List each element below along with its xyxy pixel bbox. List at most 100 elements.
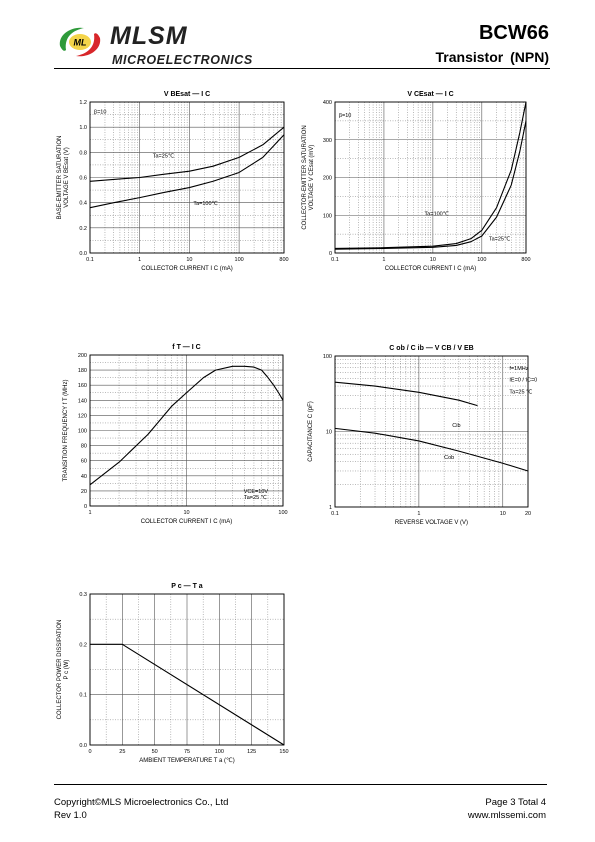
- plot-frame: [334, 101, 527, 254]
- y-tick-label: 0.1: [79, 693, 87, 699]
- chart-annotation: Ta=25℃: [153, 152, 174, 159]
- y-tick-label: 0.8: [79, 150, 87, 156]
- chart-annotation: β=10: [94, 109, 107, 115]
- y-axis-label: CAPACITANCE C (pF): [308, 401, 314, 461]
- series-line-1: [334, 120, 527, 250]
- y-axis-label: VOLTAGE V BEsat (V): [64, 147, 70, 207]
- chart-title: V CEsat — I C: [407, 91, 453, 98]
- footer-page-number: Page 3 Total 4: [485, 797, 546, 808]
- logo-text: ML: [74, 38, 87, 48]
- x-axis-label: AMBIENT TEMPERATURE T a (℃): [139, 757, 235, 764]
- y-tick-label: 0.4: [79, 201, 87, 207]
- series-line-0: [89, 365, 284, 486]
- y-tick-label: 20: [81, 489, 87, 495]
- x-tick-label: 0.1: [331, 511, 339, 517]
- y-tick-label: 180: [78, 368, 87, 374]
- y-tick-label: 120: [78, 413, 87, 419]
- chart-grid: [89, 354, 284, 507]
- y-tick-label: 100: [323, 354, 332, 360]
- footer-revision: Rev 1.0: [54, 810, 87, 821]
- y-tick-label: 0.3: [79, 592, 87, 598]
- x-tick-label: 25: [119, 749, 125, 755]
- x-tick-label: 100: [215, 749, 224, 755]
- brand-subtitle: MICROELECTRONICS: [112, 53, 253, 67]
- plot-frame: [334, 355, 529, 508]
- y-tick-label: 1.0: [79, 125, 87, 131]
- x-tick-label: 800: [279, 257, 288, 263]
- y-tick-label: 0.2: [79, 642, 87, 648]
- chart-annotation: Ta=100℃: [193, 200, 217, 207]
- y-axis-label: BASE-EMITTER SATURATION: [57, 136, 63, 220]
- series-line-0: [334, 381, 478, 407]
- y-tick-label: 0.6: [79, 176, 87, 182]
- series-line-0: [89, 126, 285, 182]
- y-axis-label: TRANSITION FREQUENCY f T (MHz): [63, 379, 69, 481]
- x-tick-label: 1: [88, 510, 91, 516]
- logo-red-swoosh: [76, 33, 101, 57]
- chart-annotation: IE=0 / IC=0: [509, 377, 537, 383]
- y-tick-label: 100: [78, 429, 87, 435]
- x-axis-label: COLLECTOR CURRENT I C (mA): [385, 266, 476, 272]
- chart-title: f T — I C: [172, 344, 200, 351]
- chart-title: V BEsat — I C: [164, 91, 210, 98]
- y-tick-label: 400: [323, 100, 332, 106]
- x-tick-label: 0.1: [86, 257, 94, 263]
- chart-vcesat: 0.1 1 10 100 800 0 100 200 300 400 V CEsat — I C CO…: [302, 91, 531, 272]
- plot-frame: [89, 354, 284, 507]
- chart-annotation: VCE=10V: [244, 489, 269, 495]
- chart-ft: 1 10 100 0 20 40 60 80 100 120 140 160 180 200 f T — I…: [63, 344, 288, 525]
- y-tick-label: 160: [78, 383, 87, 389]
- x-tick-label: 10: [430, 257, 436, 263]
- series-line-0: [90, 643, 285, 746]
- y-tick-label: 1.2: [79, 100, 87, 106]
- chart-pc: 0 25 50 75 100 125 150 0.0 0.1 0.2 0.3 P c — T a AMB…: [57, 583, 289, 764]
- chart-annotation: Ta=100℃: [425, 210, 449, 217]
- chart-annotation: Ta=25 ℃: [244, 494, 267, 501]
- chart-title: P c — T a: [171, 583, 202, 590]
- plot-frame: [89, 101, 285, 254]
- x-tick-label: 800: [521, 257, 530, 263]
- x-tick-label: 20: [525, 511, 531, 517]
- x-axis-label: COLLECTOR CURRENT I C (mA): [141, 519, 232, 525]
- header-divider: [54, 68, 550, 69]
- y-tick-label: 300: [323, 138, 332, 144]
- chart-grid: [334, 355, 529, 508]
- x-tick-label: 75: [184, 749, 190, 755]
- x-tick-label: 0: [88, 749, 91, 755]
- footer-divider: [54, 784, 547, 785]
- series-line-1: [334, 427, 529, 472]
- y-axis-label: P c (W): [64, 660, 70, 680]
- y-tick-label: 140: [78, 398, 87, 404]
- x-tick-label: 0.1: [331, 257, 339, 263]
- part-number: BCW66: [478, 22, 549, 44]
- x-tick-label: 150: [279, 749, 288, 755]
- chart-annotation: β=10: [339, 113, 352, 119]
- chart-grid: [89, 593, 285, 746]
- x-tick-label: 50: [152, 749, 158, 755]
- x-tick-label: 1: [417, 511, 420, 517]
- y-tick-label: 1: [329, 505, 332, 511]
- x-tick-label: 1: [138, 257, 141, 263]
- logo-green-swoosh: [59, 27, 84, 51]
- y-tick-label: 80: [81, 444, 87, 450]
- y-tick-label: 0: [84, 504, 87, 510]
- series-line-0: [334, 101, 527, 250]
- y-axis-label: VOLTAGE V CEsat (mV): [309, 145, 315, 211]
- x-tick-label: 10: [500, 511, 506, 517]
- x-tick-label: 1: [382, 257, 385, 263]
- x-tick-label: 10: [183, 510, 189, 516]
- y-tick-label: 200: [78, 353, 87, 359]
- chart-annotation: Ta=25℃: [489, 236, 510, 243]
- y-tick-label: 40: [81, 474, 87, 480]
- y-tick-label: 0.0: [79, 251, 87, 257]
- chart-annotation: f=1MHz: [509, 366, 528, 372]
- x-axis-label: REVERSE VOLTAGE V (V): [395, 520, 468, 526]
- plot-frame: [89, 593, 285, 746]
- y-tick-label: 0: [329, 251, 332, 257]
- chart-annotation: Ta=25 ℃: [509, 388, 532, 395]
- x-tick-label: 100: [278, 510, 287, 516]
- y-axis-label: COLLECTOR-EMITTER SATURATION: [302, 125, 308, 229]
- footer-url[interactable]: www.mlssemi.com: [467, 810, 546, 821]
- x-tick-label: 125: [247, 749, 256, 755]
- x-tick-label: 10: [186, 257, 192, 263]
